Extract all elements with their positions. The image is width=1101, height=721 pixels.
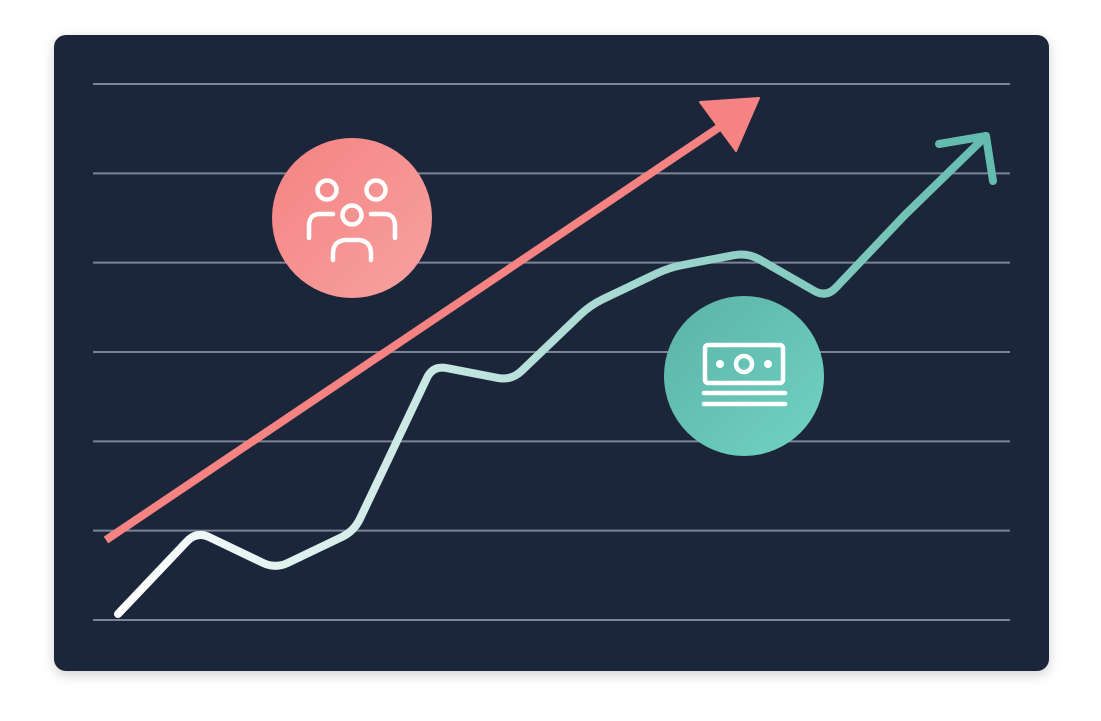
banknote-dot-right: [764, 360, 772, 368]
trend-arrow-line: [103, 114, 736, 544]
trend-arrowhead: [699, 97, 760, 152]
banknote-icon: [701, 342, 788, 407]
money-badge: [664, 296, 824, 456]
growth-line-group: [114, 132, 997, 618]
trend-arrow-group: [103, 97, 760, 544]
growth-line: [114, 132, 990, 618]
growth-arrowhead: [935, 132, 997, 185]
banknote-dot-left: [716, 360, 724, 368]
people-group-icon: [306, 178, 398, 263]
people-badge: [272, 138, 432, 298]
